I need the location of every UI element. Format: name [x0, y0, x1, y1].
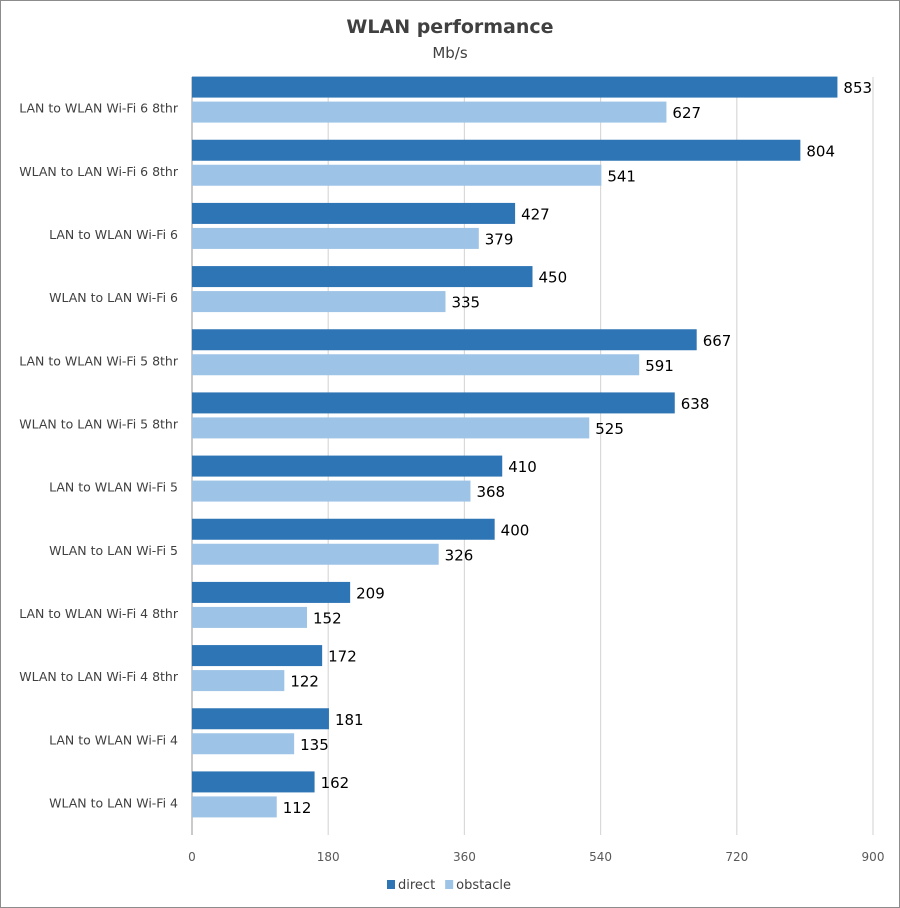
data-label-obstacle: 326 — [445, 546, 474, 564]
bar-direct — [192, 392, 675, 414]
data-label-direct: 853 — [843, 79, 872, 97]
category-label: WLAN to LAN Wi-Fi 4 — [49, 795, 178, 810]
bar-obstacle — [192, 101, 667, 123]
data-label-direct: 450 — [539, 269, 568, 287]
bar-direct — [192, 455, 503, 477]
data-label-obstacle: 627 — [672, 104, 701, 122]
x-tick-label: 360 — [453, 850, 476, 864]
category-label: LAN to WLAN Wi-Fi 4 — [49, 732, 178, 747]
data-label-obstacle: 541 — [607, 167, 636, 185]
data-label-obstacle: 112 — [283, 799, 312, 817]
category-label: WLAN to LAN Wi-Fi 5 8thr — [19, 416, 179, 431]
bar-direct — [192, 518, 495, 540]
bar-direct — [192, 329, 697, 351]
bar-direct — [192, 202, 516, 224]
bar-direct — [192, 581, 351, 603]
bar-direct — [192, 708, 329, 730]
x-tick-label: 180 — [317, 850, 340, 864]
x-tick-label: 540 — [589, 850, 612, 864]
data-label-direct: 427 — [521, 205, 550, 223]
bar-obstacle — [192, 480, 471, 502]
x-tick-label: 720 — [725, 850, 748, 864]
data-label-direct: 638 — [681, 395, 710, 413]
category-label: LAN to WLAN Wi-Fi 5 8thr — [19, 353, 179, 368]
data-label-obstacle: 525 — [595, 420, 624, 438]
bar-obstacle — [192, 291, 446, 313]
data-label-direct: 400 — [501, 521, 530, 539]
category-label: LAN to WLAN Wi-Fi 4 8thr — [19, 606, 179, 621]
x-tick-label: 900 — [862, 850, 885, 864]
data-label-direct: 804 — [806, 142, 835, 160]
category-label: LAN to WLAN Wi-Fi 5 — [49, 480, 178, 495]
category-label: LAN to WLAN Wi-Fi 6 — [49, 227, 178, 242]
data-label-obstacle: 335 — [451, 294, 480, 312]
legend-label-direct: direct — [398, 878, 435, 893]
data-label-direct: 667 — [703, 332, 732, 350]
bar-obstacle — [192, 733, 295, 755]
bar-direct — [192, 76, 838, 98]
category-label: LAN to WLAN Wi-Fi 6 8thr — [19, 101, 179, 116]
data-label-direct: 172 — [328, 648, 357, 666]
data-label-obstacle: 152 — [313, 609, 342, 627]
bar-obstacle — [192, 164, 602, 186]
bar-obstacle — [192, 543, 439, 565]
category-label: WLAN to LAN Wi-Fi 5 — [49, 543, 178, 558]
x-tick-label: 0 — [188, 850, 196, 864]
data-label-obstacle: 591 — [645, 357, 674, 375]
legend-label-obstacle: obstacle — [456, 878, 511, 893]
data-label-obstacle: 135 — [300, 736, 329, 754]
bar-direct — [192, 645, 323, 667]
chart-title: WLAN performance — [346, 16, 553, 38]
chart-subtitle: Mb/s — [432, 44, 468, 62]
bar-obstacle — [192, 670, 285, 692]
bar-obstacle — [192, 606, 308, 628]
data-label-direct: 162 — [321, 774, 350, 792]
bar-obstacle — [192, 354, 640, 376]
category-label: WLAN to LAN Wi-Fi 6 — [49, 290, 178, 305]
legend-swatch-obstacle — [445, 880, 454, 889]
data-label-direct: 209 — [356, 584, 385, 602]
data-label-obstacle: 368 — [476, 483, 505, 501]
category-label: WLAN to LAN Wi-Fi 4 8thr — [19, 669, 179, 684]
data-label-direct: 410 — [508, 458, 537, 476]
data-label-obstacle: 122 — [290, 673, 319, 691]
bar-direct — [192, 139, 801, 161]
bar-obstacle — [192, 227, 479, 249]
bar-obstacle — [192, 796, 277, 818]
bar-direct — [192, 266, 533, 288]
bar-obstacle — [192, 417, 590, 439]
category-label: WLAN to LAN Wi-Fi 6 8thr — [19, 164, 179, 179]
bar-direct — [192, 771, 315, 793]
data-label-direct: 181 — [335, 711, 364, 729]
legend-swatch-direct — [387, 880, 395, 889]
data-label-obstacle: 379 — [485, 230, 514, 248]
